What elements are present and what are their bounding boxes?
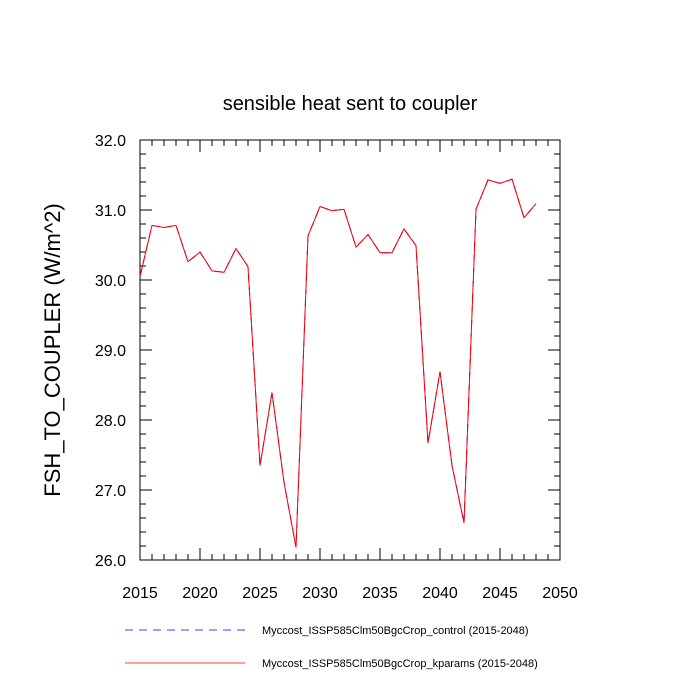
series-lines (139, 178, 537, 548)
series-line-2 (139, 178, 537, 548)
x-tick-label: 2040 (422, 585, 458, 602)
x-tick-label: 2025 (242, 585, 278, 602)
series-line-1 (139, 178, 537, 548)
y-axis-label: FSH_TO_COUPLER (W/m^2) (40, 203, 65, 497)
y-tick-label: 29.0 (95, 343, 126, 360)
y-tick-label: 28.0 (95, 413, 126, 430)
y-tick-label: 26.0 (95, 553, 126, 570)
chart-title: sensible heat sent to coupler (223, 93, 478, 115)
x-tick-label: 2030 (302, 585, 338, 602)
x-tick-label: 2045 (482, 585, 518, 602)
legend: Myccost_ISSP585Clm50BgcCrop_control (201… (125, 625, 538, 670)
x-tick-label: 2035 (362, 585, 398, 602)
legend-label-2: Myccost_ISSP585Clm50BgcCrop_kparams (201… (262, 658, 538, 670)
axis-ticks: 2015 2020 2025 2030 2035 2040 2045 2050 26.0 27.0… (95, 133, 578, 602)
y-tick-label: 27.0 (95, 483, 126, 500)
y-tick-label: 31.0 (95, 203, 126, 220)
plot-frame (139, 139, 561, 561)
x-tick-label: 2050 (542, 585, 578, 602)
x-tick-label: 2020 (182, 585, 218, 602)
y-tick-label: 30.0 (95, 273, 126, 290)
x-tick-label: 2015 (122, 585, 158, 602)
y-tick-label: 32.0 (95, 133, 126, 150)
legend-label-1: Myccost_ISSP585Clm50BgcCrop_control (201… (262, 625, 529, 637)
